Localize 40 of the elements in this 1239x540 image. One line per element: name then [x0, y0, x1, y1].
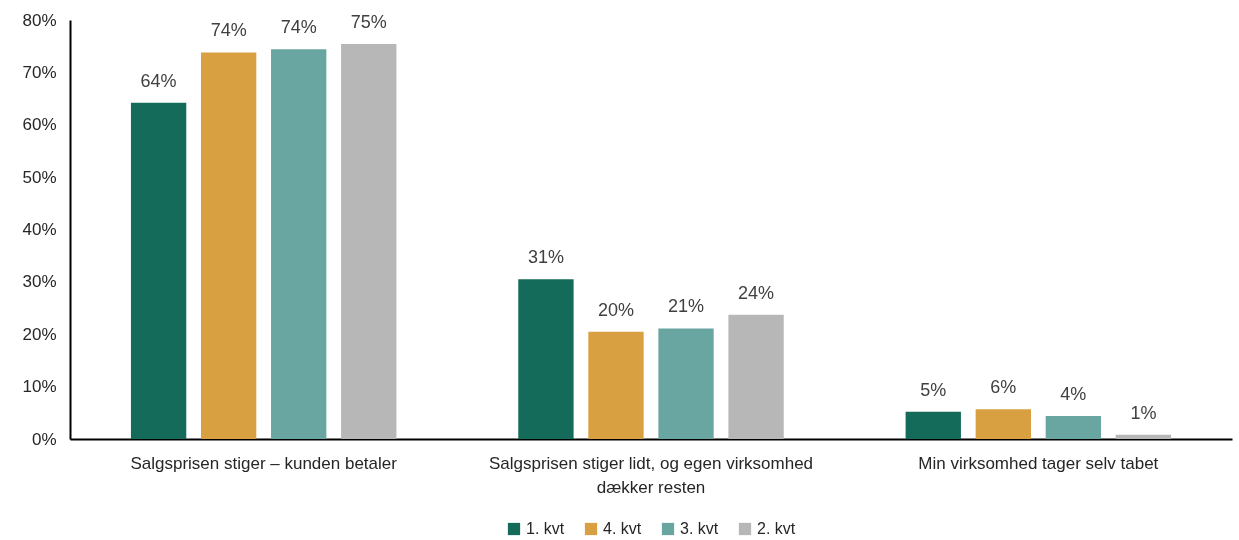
legend-label: 2. kvt: [757, 520, 796, 537]
y-tick-label: 20%: [22, 324, 57, 344]
y-tick-label: 40%: [22, 220, 57, 239]
data-label: 24%: [738, 282, 775, 303]
bar: [200, 52, 257, 439]
y-tick-label: 10%: [22, 377, 57, 397]
x-tick-label: Min virksomhed tager selv tabet: [918, 453, 1159, 473]
y-tick-label: 80%: [22, 10, 57, 30]
data-label: 74%: [280, 17, 317, 38]
bar: [1045, 415, 1102, 439]
bar: [905, 411, 961, 439]
data-label: 1%: [1130, 402, 1157, 423]
data-label: 75%: [350, 12, 387, 33]
legend-label: 3. kvt: [680, 520, 719, 537]
bar: [518, 279, 574, 439]
x-tick-label: Salgsprisen stiger lidt, og egen virksomhed dækker resten: [488, 453, 814, 497]
y-tick-label: 70%: [22, 62, 57, 82]
data-label: 6%: [990, 377, 1017, 398]
bar: [271, 49, 327, 439]
bar: [130, 102, 187, 439]
data-label: 4%: [1060, 383, 1087, 404]
legend-label: 1. kvt: [526, 520, 565, 537]
y-tick-label: 0%: [31, 429, 57, 449]
y-tick-label: 60%: [22, 115, 57, 135]
bar: [658, 328, 714, 439]
bar: [1115, 434, 1172, 439]
bar: [341, 44, 397, 439]
legend-label: 4. kvt: [603, 520, 642, 537]
data-label: 5%: [920, 379, 947, 400]
x-tick-label: Salgsprisen stiger – kunden betaler: [130, 453, 398, 473]
y-tick-label: 30%: [22, 272, 57, 292]
data-label: 21%: [668, 296, 705, 317]
data-label: 74%: [210, 20, 247, 41]
bar: [588, 331, 644, 439]
data-label: 64%: [140, 70, 177, 91]
data-label: 31%: [527, 247, 564, 268]
bar: [975, 409, 1031, 439]
data-label: 20%: [597, 299, 634, 320]
y-tick-label: 50%: [22, 167, 57, 187]
bar: [728, 314, 784, 439]
